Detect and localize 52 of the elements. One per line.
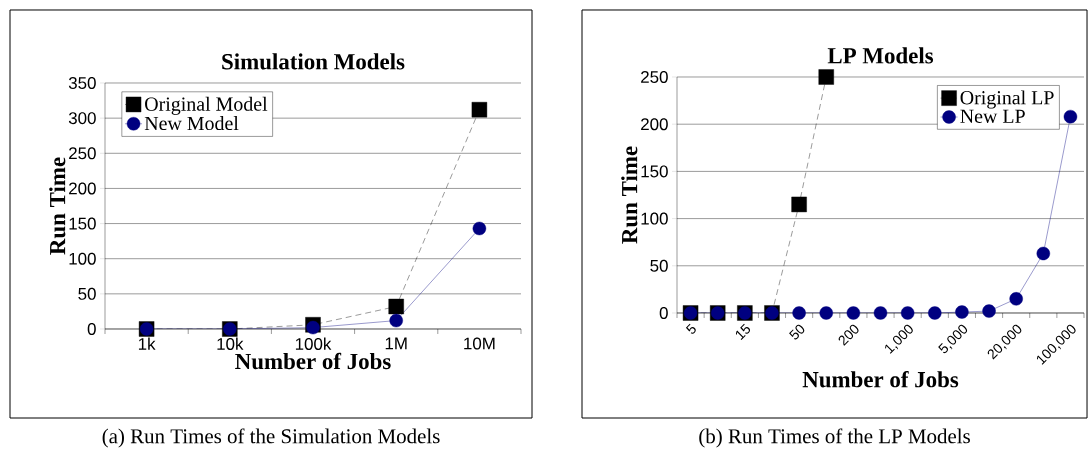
y-tick-label: 350	[68, 77, 96, 89]
x-axis-title: Number of Jobs	[802, 370, 959, 388]
point	[791, 196, 807, 213]
y-axis-title: Run Time	[49, 157, 66, 255]
x-axis-title: Number of Jobs	[235, 352, 391, 370]
x-tick-label: 10M	[464, 337, 495, 350]
legend-label: New Model	[144, 116, 239, 131]
point	[389, 313, 403, 328]
point	[928, 306, 942, 320]
x-tick-label: 1k	[138, 337, 156, 350]
legend-label: New LP	[960, 109, 1025, 123]
point	[818, 69, 834, 85]
y-tick-label: 0	[659, 307, 668, 319]
point	[955, 305, 969, 319]
text: (b) Run Times of the LP Models	[699, 428, 970, 448]
point	[388, 298, 404, 315]
y-tick-label: 200	[641, 118, 668, 131]
y-tick-label: 300	[68, 112, 96, 125]
x-tick-label: 1M	[385, 337, 407, 350]
point	[472, 221, 487, 236]
point	[846, 306, 861, 320]
point	[1009, 292, 1023, 306]
y-tick-label: 100	[641, 212, 668, 225]
x-tick-label: 50	[789, 324, 805, 340]
text: (a) Run Times of the Simulation Models	[102, 428, 440, 448]
chart-title: Simulation Models	[222, 53, 405, 70]
point	[1036, 246, 1051, 261]
x-tick-label: 200	[838, 324, 859, 346]
x-tick-label: 100k	[295, 337, 332, 350]
y-tick-label: 250	[641, 71, 668, 83]
point	[982, 304, 996, 318]
y-tick-label: 100	[69, 252, 96, 265]
point	[792, 306, 806, 320]
y-tick-label: 200	[69, 182, 96, 195]
point	[471, 102, 488, 118]
y-tick-label: 150	[69, 217, 96, 230]
x-tick-label: 5	[685, 323, 696, 334]
y-tick-label: 150	[641, 165, 668, 178]
point	[1063, 109, 1078, 124]
y-axis-title: Run Time	[621, 146, 638, 244]
x-tick-label: 15	[735, 323, 751, 340]
y-tick-label: 0	[87, 323, 96, 335]
legend-label: Original LP	[960, 90, 1054, 109]
point	[900, 306, 915, 320]
y-tick-label: 50	[650, 259, 668, 272]
legend-label: Original Model	[145, 96, 268, 115]
point	[819, 306, 833, 320]
y-tick-label: 50	[78, 287, 96, 300]
x-tick-label: 10k	[217, 337, 244, 350]
y-tick-label: 250	[69, 147, 96, 160]
point	[873, 306, 888, 320]
chart-title: LP Models	[827, 47, 934, 64]
